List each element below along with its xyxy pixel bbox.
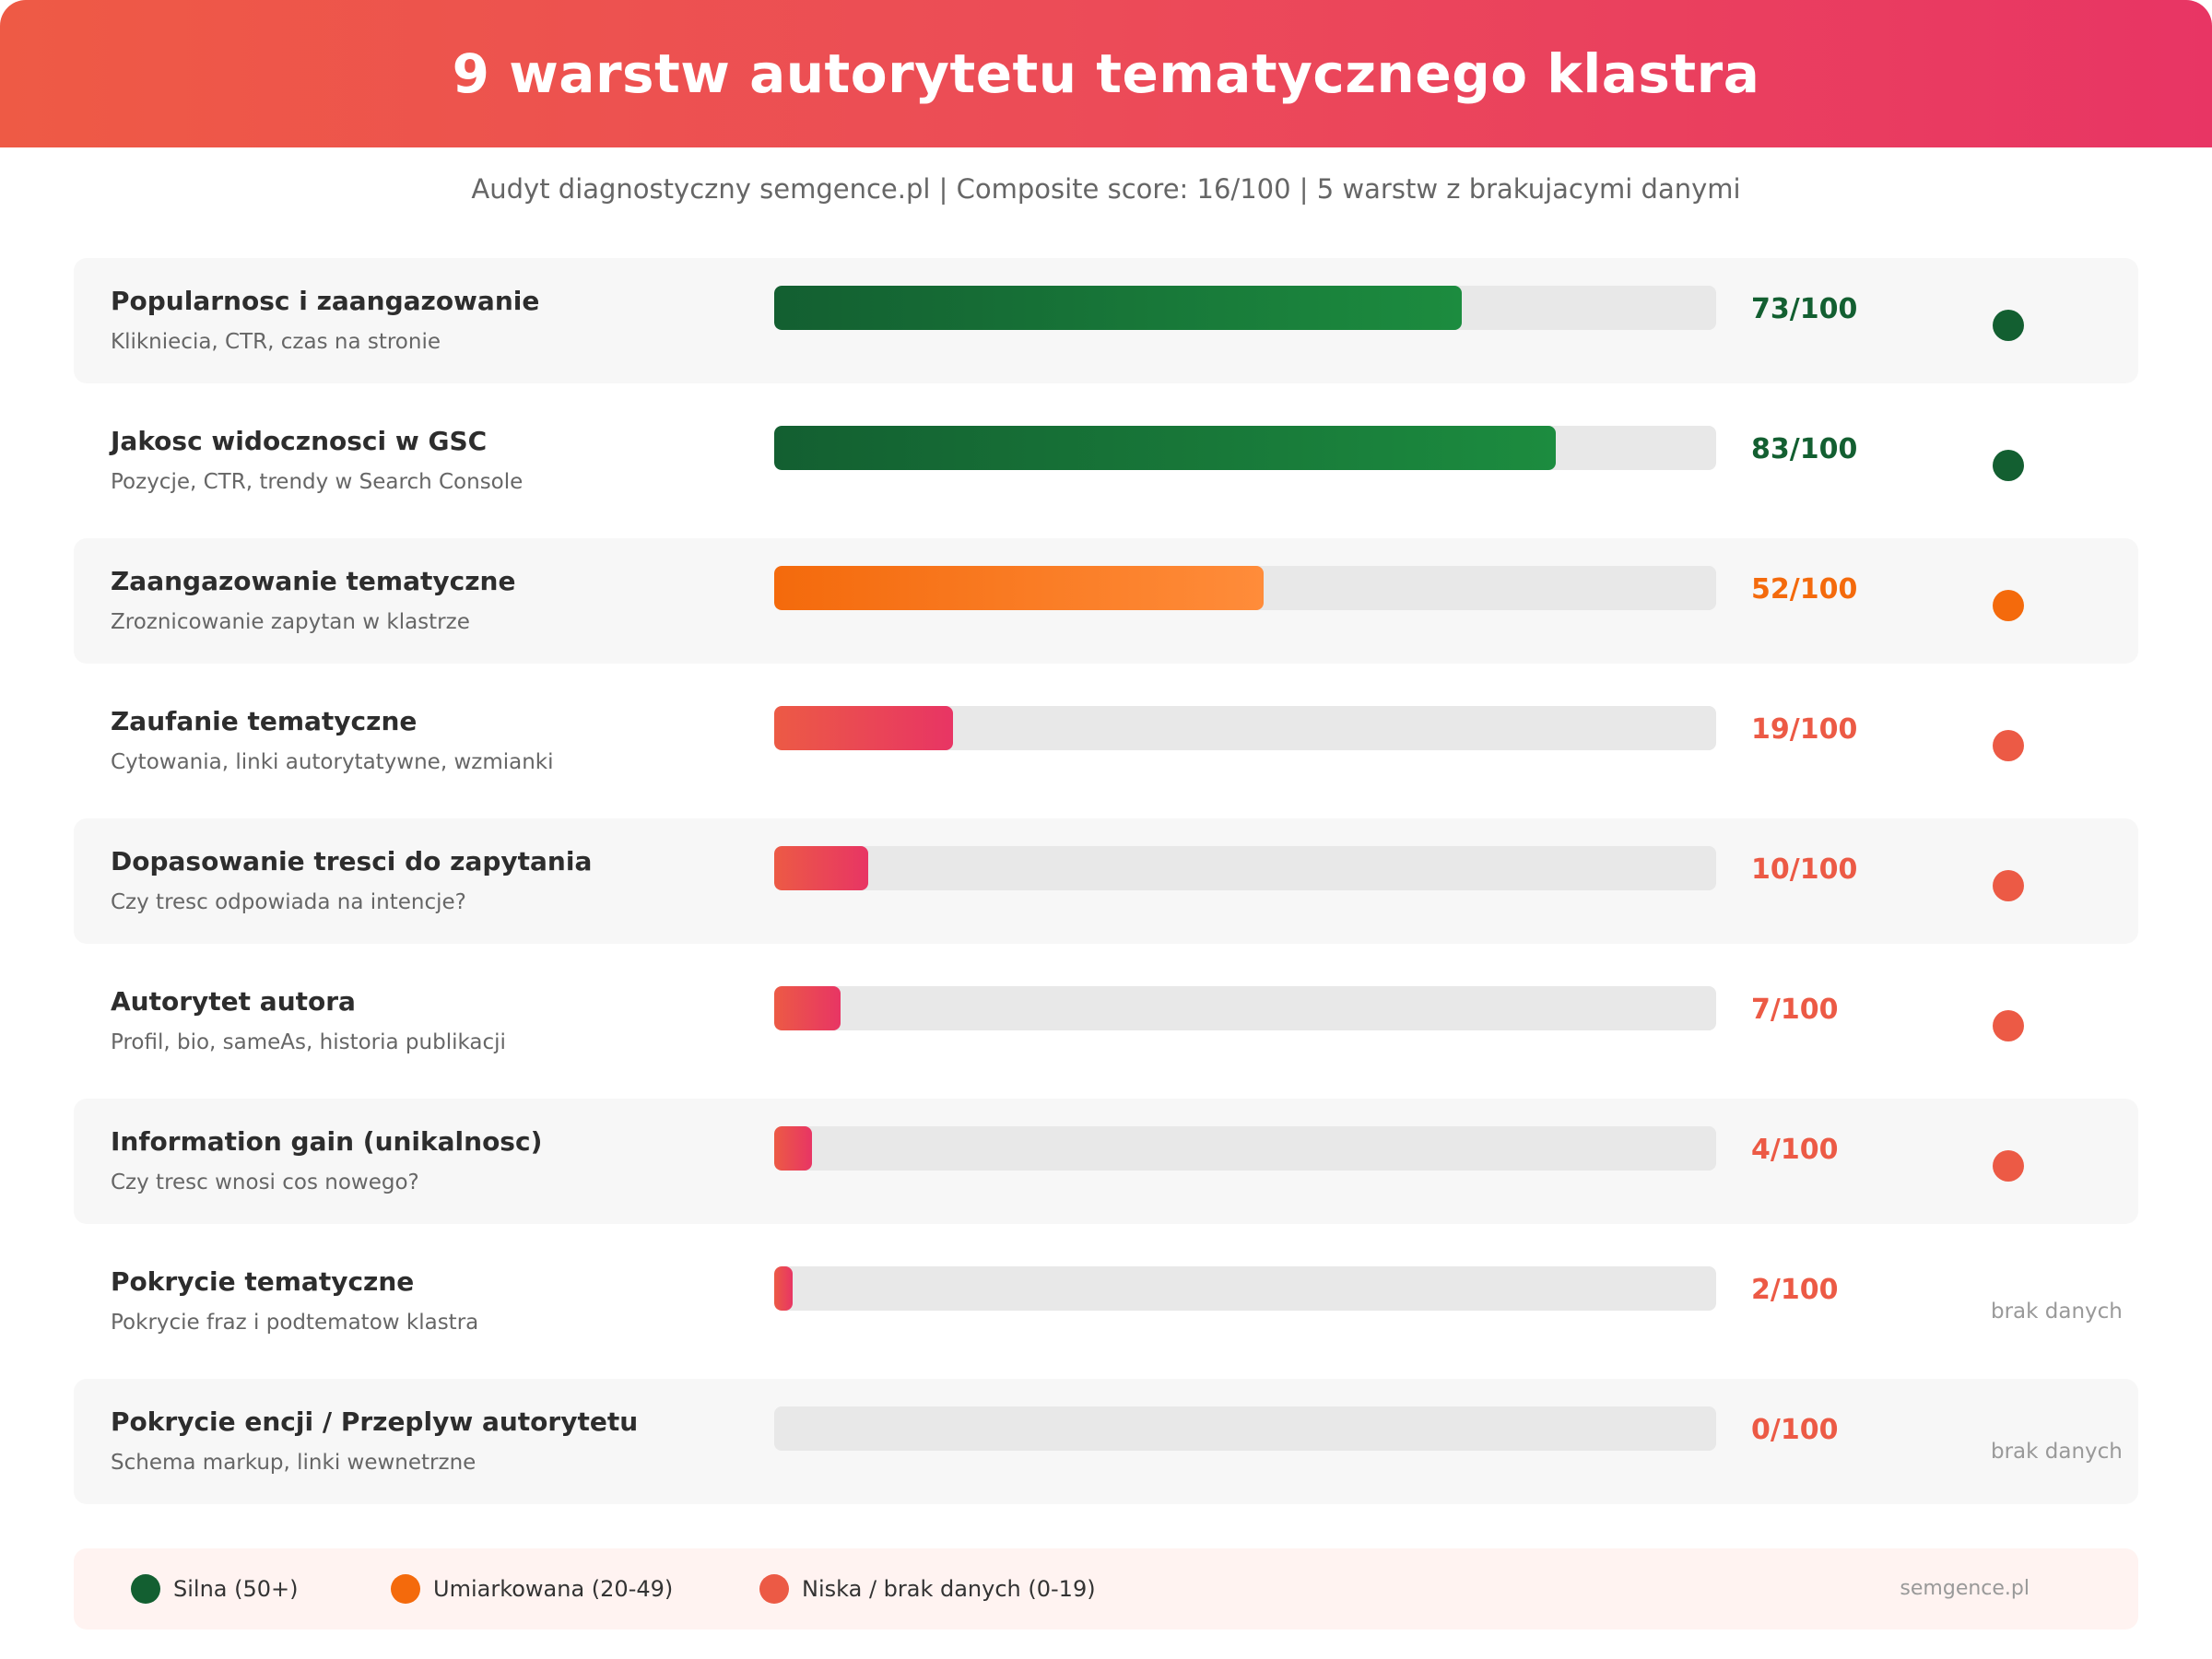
score-value-label: 52/100 (1751, 573, 1858, 606)
layer-title: Information gain (unikalnosc) (111, 1126, 543, 1157)
score-bar-track (774, 706, 1716, 750)
legend-label: Silna (50+) (173, 1576, 299, 1602)
score-bar-track (774, 1266, 1716, 1311)
layer-title: Pokrycie tematyczne (111, 1266, 415, 1297)
legend-dot-icon (131, 1574, 160, 1604)
legend-item: Niska / brak danych (0-19) (759, 1548, 1096, 1630)
layer-title: Dopasowanie tresci do zapytania (111, 846, 593, 877)
layer-description: Cytowania, linki autorytatywne, wzmianki (111, 750, 554, 774)
score-value-label: 2/100 (1751, 1274, 1839, 1306)
legend-dot-icon (391, 1574, 420, 1604)
layer-row: Popularnosc i zaangazowanie Klikniecia, C… (74, 258, 2138, 383)
status-dot-icon (1993, 590, 2024, 621)
legend: semgence.pl Silna (50+) Umiarkowana (20-4… (74, 1548, 2138, 1630)
page-title: 9 warstw autorytetu tematycznego klastra (452, 42, 1760, 105)
layer-list: Popularnosc i zaangazowanie Klikniecia, C… (74, 258, 2138, 1519)
layer-description: Czy tresc wnosi cos nowego? (111, 1171, 419, 1194)
score-value-label: 73/100 (1751, 293, 1858, 325)
score-bar-fill (774, 566, 1264, 610)
legend-label: Umiarkowana (20-49) (433, 1576, 674, 1602)
score-bar-track (774, 426, 1716, 470)
legend-item: Silna (50+) (131, 1548, 299, 1630)
layer-title: Autorytet autora (111, 986, 356, 1017)
score-bar-track (774, 1126, 1716, 1171)
layer-description: Pokrycie fraz i podtematow klastra (111, 1311, 479, 1335)
score-bar-fill (774, 986, 841, 1030)
layer-row: Jakosc widocznosci w GSC Pozycje, CTR, tr… (74, 398, 2138, 524)
score-value-label: 19/100 (1751, 713, 1858, 746)
layer-description: Czy tresc odpowiada na intencje? (111, 890, 466, 914)
layer-title: Zaufanie tematyczne (111, 706, 418, 736)
legend-dot-icon (759, 1574, 789, 1604)
score-bar-fill (774, 1126, 812, 1171)
layer-row: Dopasowanie tresci do zapytania Czy tresc… (74, 818, 2138, 944)
layer-title: Pokrycie encji / Przeplyw autorytetu (111, 1406, 639, 1437)
score-value-label: 0/100 (1751, 1414, 1839, 1446)
score-bar-fill (774, 706, 953, 750)
score-bar-track (774, 566, 1716, 610)
score-bar-track (774, 1406, 1716, 1451)
score-value-label: 4/100 (1751, 1134, 1839, 1166)
score-bar-fill (774, 426, 1556, 470)
score-value-label: 7/100 (1751, 994, 1839, 1026)
layer-row: Autorytet autora Profil, bio, sameAs, his… (74, 959, 2138, 1084)
status-dot-icon (1993, 1150, 2024, 1182)
status-dot-icon (1993, 730, 2024, 761)
legend-item: Umiarkowana (20-49) (391, 1548, 673, 1630)
score-bar-track (774, 286, 1716, 330)
layer-row: Zaufanie tematyczne Cytowania, linki auto… (74, 678, 2138, 804)
layer-description: Profil, bio, sameAs, historia publikacji (111, 1030, 506, 1054)
score-value-label: 10/100 (1751, 853, 1858, 886)
score-bar-fill (774, 846, 868, 890)
page-subtitle: Audyt diagnostyczny semgence.pl | Compos… (471, 173, 1741, 205)
status-dot-icon (1993, 450, 2024, 481)
layer-title: Zaangazowanie tematyczne (111, 566, 516, 596)
score-bar-fill (774, 1266, 793, 1311)
score-bar-track (774, 986, 1716, 1030)
layer-row: Pokrycie tematyczne Pokrycie fraz i podte… (74, 1239, 2138, 1364)
status-dot-icon (1993, 1010, 2024, 1041)
layer-description: Pozycje, CTR, trendy w Search Console (111, 470, 524, 494)
layer-title: Popularnosc i zaangazowanie (111, 286, 540, 316)
status-dot-icon (1993, 310, 2024, 341)
header-banner: 9 warstw autorytetu tematycznego klastra (0, 0, 2212, 147)
score-value-label: 83/100 (1751, 433, 1858, 465)
layer-description: Klikniecia, CTR, czas na stronie (111, 330, 441, 354)
no-data-label: brak danych (1991, 1300, 2123, 1324)
layer-row: Pokrycie encji / Przeplyw autorytetu Sche… (74, 1379, 2138, 1504)
status-dot-icon (1993, 870, 2024, 901)
layer-row: Information gain (unikalnosc) Czy tresc w… (74, 1099, 2138, 1224)
legend-label: Niska / brak danych (0-19) (802, 1576, 1096, 1602)
score-bar-fill (774, 286, 1462, 330)
layer-title: Jakosc widocznosci w GSC (111, 426, 488, 456)
layer-description: Zroznicowanie zapytan w klastrze (111, 610, 470, 634)
score-bar-track (774, 846, 1716, 890)
layer-description: Schema markup, linki wewnetrzne (111, 1451, 477, 1475)
no-data-label: brak danych (1991, 1440, 2123, 1464)
brand-label: semgence.pl (1900, 1577, 2030, 1600)
layer-row: Zaangazowanie tematyczne Zroznicowanie za… (74, 538, 2138, 664)
